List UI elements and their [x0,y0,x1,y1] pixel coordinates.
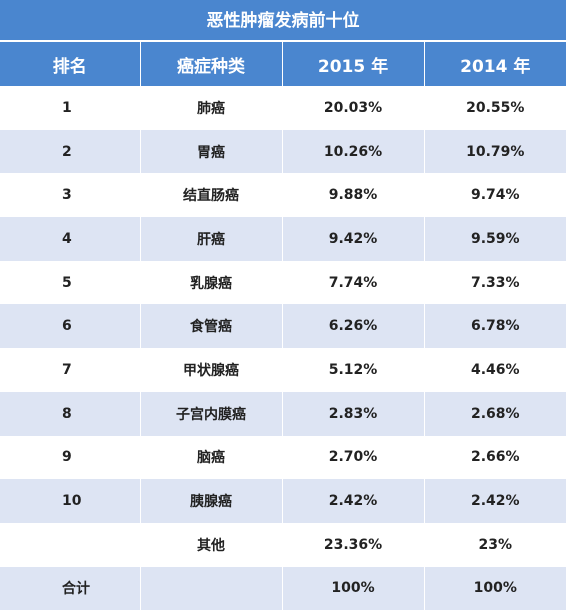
value-2014-cell: 9.74% [424,173,566,218]
table-row: 其他 23.36% 23% [0,522,566,567]
rank-cell: 3 [0,173,141,218]
header-cancer-type: 癌症种类 [140,42,283,86]
cancer-type-cell: 胰腺癌 [140,479,283,523]
table-header: 排名 癌症种类 2015 年 2014 年 [0,42,566,86]
table-row: 8 子宫内膜癌 2.83% 2.68% [0,391,566,436]
value-2015-cell: 2.83% [282,391,425,436]
rank-cell: 4 [0,217,141,261]
cancer-type-cell: 脑癌 [140,435,283,480]
value-2015-cell: 5.12% [282,348,425,392]
table-row: 4 肝癌 9.42% 9.59% [0,217,566,261]
value-2014-cell: 6.78% [424,304,566,349]
value-2014-cell: 2.42% [424,479,566,523]
cancer-type-cell: 子宫内膜癌 [140,391,283,436]
table-row: 7 甲状腺癌 5.12% 4.46% [0,348,566,392]
header-2015: 2015 年 [282,42,425,86]
table-row: 6 食管癌 6.26% 6.78% [0,304,566,349]
table-row: 合计 100% 100% [0,566,566,610]
rank-cell: 6 [0,304,141,349]
rank-cell: 1 [0,86,141,130]
table-row: 9 脑癌 2.70% 2.66% [0,435,566,480]
table-row: 10 胰腺癌 2.42% 2.42% [0,479,566,523]
rank-cell: 9 [0,435,141,480]
value-2015-cell: 23.36% [282,522,425,567]
rank-cell: 合计 [0,566,141,610]
cancer-type-cell [140,566,283,610]
rank-cell: 2 [0,129,141,174]
value-2014-cell: 20.55% [424,86,566,130]
value-2014-cell: 23% [424,522,566,567]
value-2015-cell: 10.26% [282,129,425,174]
table-body: 1 肺癌 20.03% 20.55% 2 胃癌 10.26% 10.79% 3 结直肠癌 9.88%… [0,86,566,610]
value-2014-cell: 10.79% [424,129,566,174]
cancer-type-cell: 肺癌 [140,86,283,130]
value-2015-cell: 9.42% [282,217,425,261]
value-2015-cell: 6.26% [282,304,425,349]
cancer-type-cell: 乳腺癌 [140,260,283,305]
header-rank: 排名 [0,42,141,86]
value-2014-cell: 100% [424,566,566,610]
value-2014-cell: 2.66% [424,435,566,480]
value-2015-cell: 2.70% [282,435,425,480]
header-2014: 2014 年 [424,42,566,86]
value-2015-cell: 2.42% [282,479,425,523]
table-row: 3 结直肠癌 9.88% 9.74% [0,173,566,218]
rank-cell: 7 [0,348,141,392]
cancer-type-cell: 甲状腺癌 [140,348,283,392]
data-table: 排名 癌症种类 2015 年 2014 年 1 肺癌 20.03% 20.55% 2 胃癌… [0,42,566,610]
table-title: 恶性肿瘤发病前十位 [0,0,566,42]
value-2014-cell: 4.46% [424,348,566,392]
value-2015-cell: 100% [282,566,425,610]
cancer-type-cell: 结直肠癌 [140,173,283,218]
table-row: 2 胃癌 10.26% 10.79% [0,129,566,174]
rank-cell: 8 [0,391,141,436]
value-2014-cell: 2.68% [424,391,566,436]
value-2014-cell: 7.33% [424,260,566,305]
value-2015-cell: 20.03% [282,86,425,130]
cancer-type-cell: 胃癌 [140,129,283,174]
cancer-type-cell: 肝癌 [140,217,283,261]
value-2015-cell: 9.88% [282,173,425,218]
table-row: 5 乳腺癌 7.74% 7.33% [0,260,566,305]
cancer-type-cell: 食管癌 [140,304,283,349]
rank-cell [0,522,141,567]
value-2014-cell: 9.59% [424,217,566,261]
cancer-type-cell: 其他 [140,522,283,567]
table-row: 1 肺癌 20.03% 20.55% [0,86,566,130]
rank-cell: 5 [0,260,141,305]
rank-cell: 10 [0,479,141,523]
value-2015-cell: 7.74% [282,260,425,305]
